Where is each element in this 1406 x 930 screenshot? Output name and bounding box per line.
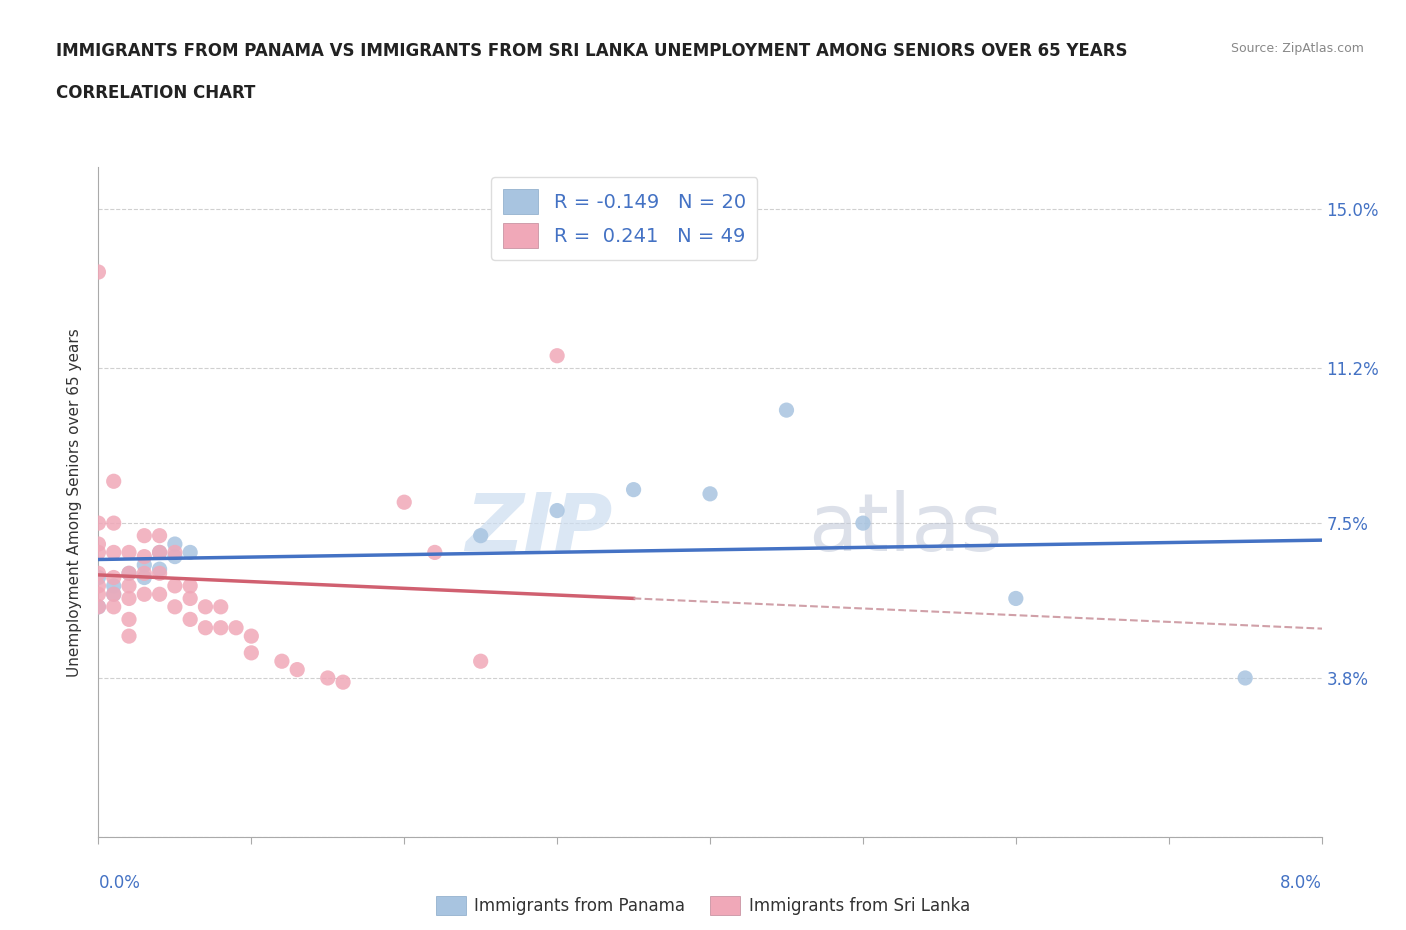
Point [392,495,416,510]
Point [699,486,721,501]
Point [103,600,125,615]
Point [470,528,492,543]
Point [134,558,156,573]
Point [1234,671,1257,685]
Point [209,620,232,635]
Point [103,516,125,531]
Point [149,565,172,580]
Point [775,403,797,418]
Point [149,528,172,543]
Y-axis label: Unemployment Among Seniors over 65 years: Unemployment Among Seniors over 65 years [67,328,83,677]
Point [316,671,339,685]
Point [332,675,354,690]
Point [87,600,110,615]
Point [423,545,446,560]
Point [103,587,125,602]
Point [240,629,263,644]
Point [118,591,141,606]
Point [87,516,110,531]
Point [118,565,141,580]
Text: Source: ZipAtlas.com: Source: ZipAtlas.com [1230,42,1364,55]
Point [149,545,172,560]
Point [179,545,201,560]
Point [1004,591,1026,606]
Point [546,503,568,518]
Text: IMMIGRANTS FROM PANAMA VS IMMIGRANTS FROM SRI LANKA UNEMPLOYMENT AMONG SENIORS O: IMMIGRANTS FROM PANAMA VS IMMIGRANTS FRO… [56,42,1128,60]
Point [163,578,186,593]
Point [103,578,125,593]
Point [163,549,186,564]
Point [179,591,201,606]
Point [103,474,125,489]
Text: ZIP: ZIP [465,490,612,568]
Point [134,570,156,585]
Point [87,265,110,280]
Legend: Immigrants from Panama, Immigrants from Sri Lanka: Immigrants from Panama, Immigrants from … [429,889,977,922]
Point [103,570,125,585]
Point [118,578,141,593]
Point [163,600,186,615]
Point [87,600,110,615]
Point [270,654,294,669]
Text: CORRELATION CHART: CORRELATION CHART [56,84,256,101]
Point [194,620,217,635]
Point [87,565,110,580]
Point [240,645,263,660]
Point [225,620,247,635]
Text: atlas: atlas [808,490,1002,568]
Point [87,578,110,593]
Point [103,587,125,602]
Point [163,545,186,560]
Point [103,545,125,560]
Point [209,600,232,615]
Point [179,578,201,593]
Point [134,549,156,564]
Point [149,562,172,577]
Point [623,483,645,498]
Text: 0.0%: 0.0% [98,874,141,892]
Point [118,629,141,644]
Point [87,587,110,602]
Legend: R = -0.149   N = 20, R =  0.241   N = 49: R = -0.149 N = 20, R = 0.241 N = 49 [492,177,758,260]
Point [87,570,110,585]
Point [134,565,156,580]
Point [194,600,217,615]
Text: 8.0%: 8.0% [1279,874,1322,892]
Point [179,612,201,627]
Point [163,537,186,551]
Point [134,528,156,543]
Point [149,545,172,560]
Point [546,349,568,364]
Point [118,612,141,627]
Point [134,587,156,602]
Point [470,654,492,669]
Point [285,662,308,677]
Point [149,587,172,602]
Point [852,516,875,531]
Point [87,545,110,560]
Point [118,545,141,560]
Point [87,537,110,551]
Point [118,565,141,580]
